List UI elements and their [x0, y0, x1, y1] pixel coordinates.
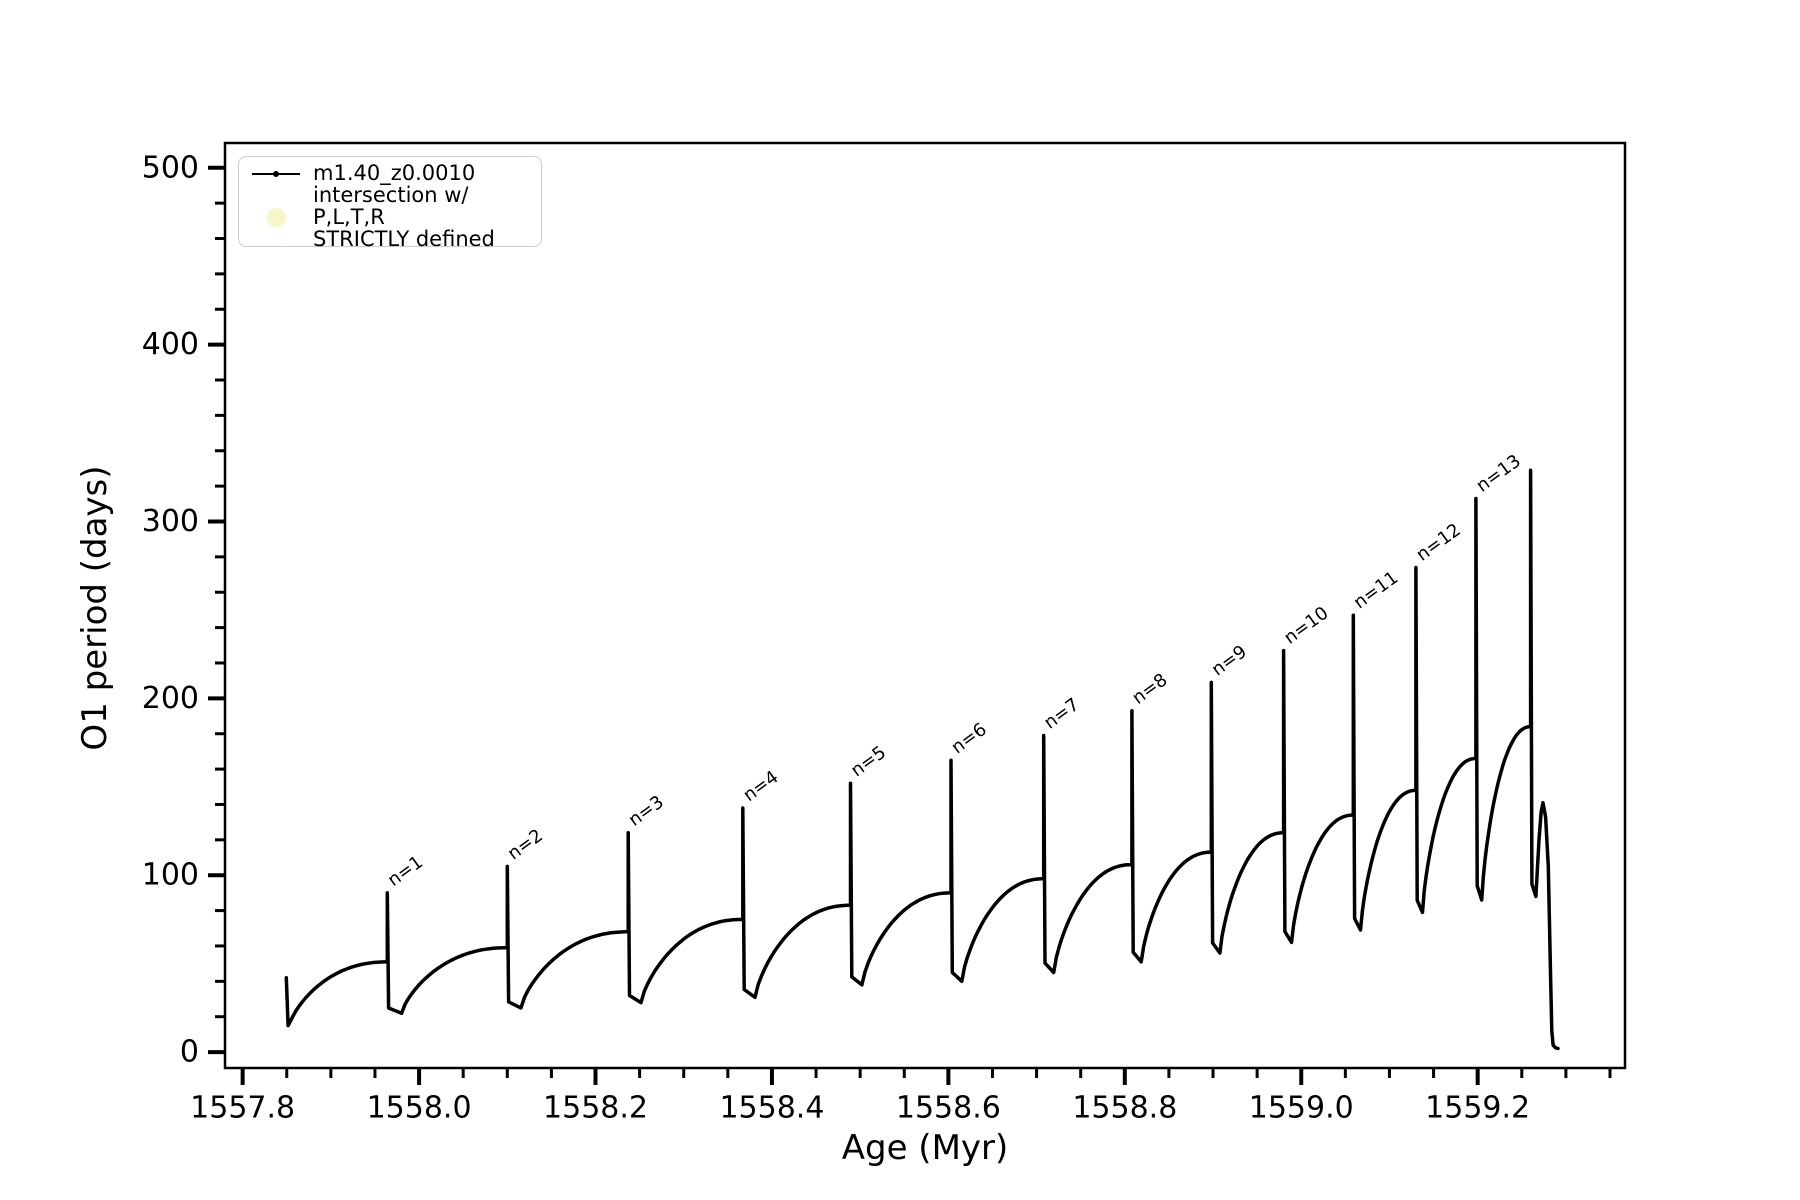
- pulse-label: n=12: [1413, 519, 1465, 565]
- pulse-label: n=7: [1040, 694, 1083, 733]
- y-tick-label: 500: [142, 150, 199, 185]
- pulse-label: n=8: [1128, 669, 1171, 708]
- data-curve: [284, 468, 1560, 1051]
- pulse-label: n=6: [948, 719, 991, 758]
- legend-intersection-label: intersection w/ P,L,T,R STRICTLY defined: [313, 183, 495, 251]
- x-tick-label: 1559.2: [1425, 1091, 1530, 1126]
- pulse-label: n=5: [847, 742, 890, 781]
- y-tick-label: 200: [142, 681, 199, 716]
- x-tick-label: 1557.8: [190, 1091, 295, 1126]
- legend-circle-marker-col: [247, 207, 305, 227]
- y-tick-label: 400: [142, 327, 199, 362]
- x-tick-label: 1558.2: [543, 1091, 648, 1126]
- legend-series-label: m1.40_z0.0010: [313, 161, 476, 185]
- circle-marker-icon: [266, 207, 286, 227]
- legend-line-marker-col: [247, 170, 305, 177]
- plot-frame: [223, 141, 1627, 1070]
- x-axis-label: Age (Myr): [841, 1128, 1009, 1168]
- y-axis-label: O1 period (days): [75, 465, 115, 751]
- pulse-label: n=4: [739, 767, 782, 806]
- pulse-label: n=9: [1208, 641, 1251, 680]
- x-tick-label: 1559.0: [1249, 1091, 1354, 1126]
- legend-entry-intersection: intersection w/ P,L,T,R STRICTLY defined: [247, 184, 531, 250]
- x-tick-label: 1558.6: [896, 1091, 1001, 1126]
- x-tick-label: 1558.4: [719, 1091, 824, 1126]
- x-tick-label: 1558.8: [1072, 1091, 1177, 1126]
- legend-entry-series: m1.40_z0.0010: [247, 163, 531, 184]
- pulse-label: n=1: [384, 852, 427, 891]
- line-marker-icon: [252, 170, 300, 177]
- y-tick-label: 300: [142, 504, 199, 539]
- pulse-label: n=13: [1473, 451, 1525, 497]
- pulse-label: n=2: [504, 825, 547, 864]
- pulse-label: n=11: [1350, 567, 1402, 613]
- y-tick-label: 0: [180, 1035, 199, 1070]
- pulse-label: n=10: [1280, 603, 1332, 649]
- dot-marker-icon: [273, 170, 279, 177]
- y-tick-label: 100: [142, 858, 199, 893]
- legend: m1.40_z0.0010 intersection w/ P,L,T,R ST…: [238, 156, 542, 250]
- pulse-label: n=3: [625, 792, 668, 831]
- x-tick-label: 1558.0: [367, 1091, 472, 1126]
